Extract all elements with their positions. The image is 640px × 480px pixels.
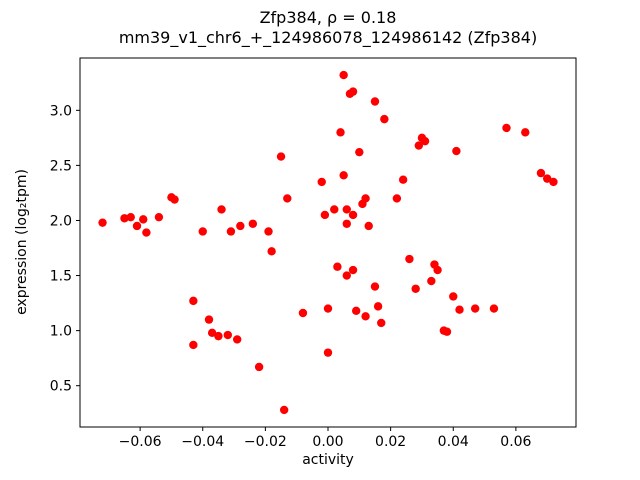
- data-point: [154, 212, 164, 222]
- data-point: [542, 174, 552, 183]
- data-point: [370, 282, 380, 291]
- data-point: [364, 221, 373, 231]
- data-point: [214, 331, 223, 341]
- x-tick-label: 0.04: [438, 434, 469, 450]
- data-point: [377, 318, 386, 328]
- data-point: [433, 265, 442, 275]
- data-point: [170, 195, 179, 204]
- data-point: [342, 205, 351, 214]
- data-point: [420, 136, 430, 146]
- data-point: [455, 305, 464, 314]
- y-tick-label: 1.0: [50, 324, 72, 340]
- y-tick-label: 3.0: [50, 103, 72, 119]
- data-point: [449, 292, 458, 301]
- data-point: [120, 214, 129, 223]
- data-point: [521, 128, 530, 137]
- y-tick-label: 2.0: [50, 213, 72, 229]
- data-point: [139, 215, 148, 224]
- data-point: [427, 276, 436, 286]
- data-point: [320, 210, 330, 220]
- data-point: [348, 265, 358, 275]
- data-point: [323, 304, 333, 313]
- data-point: [336, 128, 345, 137]
- data-point: [126, 212, 135, 222]
- data-point: [348, 87, 358, 96]
- data-point: [361, 312, 370, 321]
- chart-title-block: Zfp384, ρ = 0.18 mm39_v1_chr6_+_12498607…: [80, 8, 576, 48]
- data-point: [323, 348, 333, 357]
- data-point: [342, 271, 351, 280]
- data-point: [452, 146, 461, 156]
- data-point: [276, 152, 286, 161]
- data-point: [267, 247, 276, 256]
- data-point: [98, 218, 107, 227]
- data-point: [398, 175, 408, 184]
- x-tick-label: 0.06: [500, 434, 531, 450]
- data-point: [380, 114, 389, 124]
- data-point: [264, 227, 273, 236]
- data-point: [236, 221, 245, 231]
- y-tick-label: 2.5: [50, 158, 72, 174]
- data-point: [283, 194, 292, 203]
- data-point: [470, 304, 480, 313]
- y-tick-label: 0.5: [50, 379, 72, 395]
- data-point: [339, 70, 348, 80]
- x-tick-label: 0.00: [312, 434, 343, 450]
- data-point: [132, 221, 142, 231]
- data-point: [339, 171, 348, 180]
- data-point: [333, 262, 342, 271]
- data-point: [317, 177, 326, 187]
- data-point: [226, 227, 236, 236]
- x-tick-label: −0.04: [181, 434, 224, 450]
- data-point: [223, 330, 232, 340]
- data-point: [204, 315, 214, 324]
- chart-subtitle: mm39_v1_chr6_+_124986078_124986142 (Zfp3…: [118, 28, 538, 47]
- chart-title: Zfp384, ρ = 0.18: [259, 8, 397, 27]
- data-point: [361, 194, 370, 203]
- data-point: [254, 362, 264, 372]
- data-point: [414, 141, 424, 150]
- data-point: [411, 284, 420, 293]
- data-point: [342, 219, 351, 228]
- x-tick-label: −0.06: [119, 434, 162, 450]
- x-tick-label: −0.02: [244, 434, 287, 450]
- data-point: [248, 219, 258, 228]
- y-tick-label: 1.5: [50, 269, 72, 285]
- data-point: [442, 327, 452, 336]
- data-point: [198, 227, 207, 236]
- data-point: [330, 205, 339, 214]
- data-point: [351, 306, 361, 315]
- data-point: [279, 405, 289, 415]
- data-point: [489, 304, 499, 313]
- data-point: [355, 147, 364, 157]
- data-point: [549, 177, 558, 187]
- data-point: [207, 328, 217, 338]
- data-point: [536, 168, 546, 178]
- data-point: [373, 302, 383, 311]
- data-point: [189, 296, 198, 306]
- data-point: [232, 335, 242, 344]
- data-point: [392, 194, 402, 203]
- data-point: [189, 340, 198, 350]
- data-point: [405, 254, 414, 264]
- data-point: [502, 123, 511, 133]
- x-tick-label: 0.02: [375, 434, 406, 450]
- axes-frame: [79, 57, 577, 428]
- data-point: [298, 308, 308, 318]
- data-point: [370, 97, 380, 106]
- data-point: [142, 228, 151, 237]
- y-axis-label: expression (log₂tpm): [14, 169, 30, 315]
- data-point: [217, 205, 226, 214]
- data-point: [348, 210, 358, 220]
- x-axis-label: activity: [302, 452, 354, 468]
